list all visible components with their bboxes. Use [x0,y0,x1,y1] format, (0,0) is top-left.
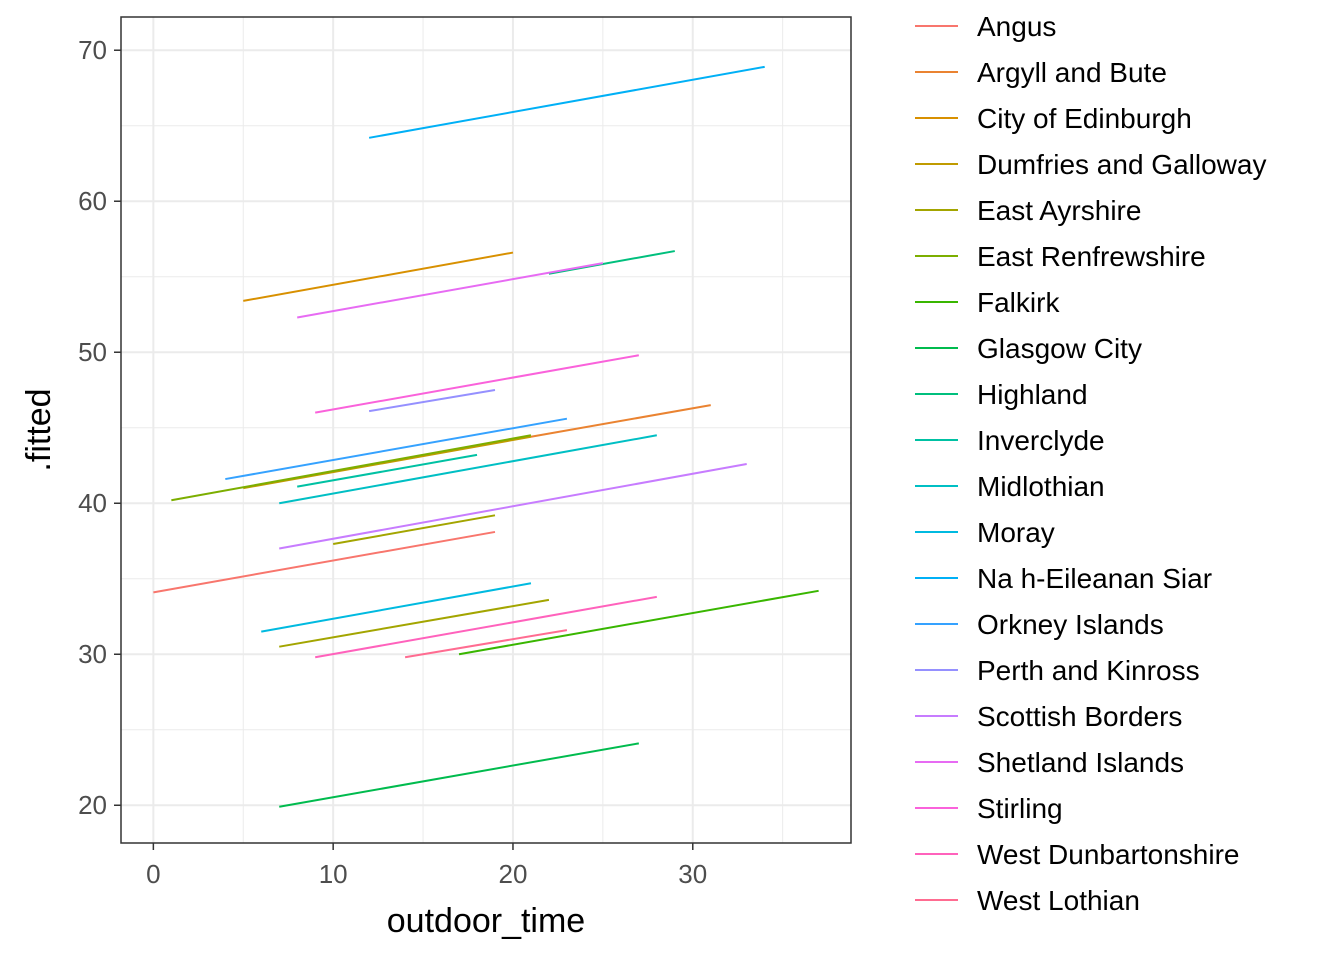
series-line-shetland-islands [297,262,604,319]
series-line-city-of-edinburgh [243,251,514,302]
y-axis: 20 30 40 50 60 70 [78,35,121,820]
legend-label-dumfries-and-galloway: Dumfries and Galloway [977,149,1266,180]
series-line-orkney-islands [225,417,568,481]
x-tick-label: 10 [319,859,348,889]
x-tick-label: 20 [499,859,528,889]
series-line-midlothian [279,434,657,505]
x-tick-label: 0 [146,859,160,889]
legend-label-perth-and-kinross: Perth and Kinross [977,655,1200,686]
legend: Angus Argyll and Bute City of Edinburgh Dum… [915,11,1266,916]
series-lines [153,65,819,808]
legend-label-midlothian: Midlothian [977,471,1105,502]
series-line-extra-segment [279,598,550,648]
y-tick-label: 40 [78,488,107,518]
series-line-scottish-borders [279,462,747,550]
legend-label-highland: Highland [977,379,1088,410]
series-line-na-h-eileanan-siar [368,65,765,139]
legend-label-angus: Angus [977,11,1056,42]
legend-label-inverclyde: Inverclyde [977,425,1105,456]
series-line-east-ayrshire [332,514,496,545]
y-tick-label: 70 [78,35,107,65]
x-tick-label: 30 [678,859,707,889]
legend-label-east-ayrshire: East Ayrshire [977,195,1141,226]
legend-label-scottish-borders: Scottish Borders [977,701,1182,732]
series-line-argyll-and-bute [530,404,711,438]
y-tick-label: 60 [78,186,107,216]
y-axis-title: .fitted [20,388,58,471]
legend-label-argyll-and-bute: Argyll and Bute [977,57,1167,88]
x-axis-title: outdoor_time [387,902,585,940]
legend-label-east-renfrewshire: East Renfrewshire [977,241,1206,272]
legend-label-west-lothian: West Lothian [977,885,1140,916]
legend-label-shetland-islands: Shetland Islands [977,747,1184,778]
y-tick-label: 30 [78,639,107,669]
legend-label-glasgow-city: Glasgow City [977,333,1142,364]
series-line-west-dunbartonshire [315,595,657,659]
grid-minor [121,17,851,843]
plot-panel-background [121,17,851,843]
grid-major [121,17,851,843]
series-line-angus [153,530,496,594]
series-line-glasgow-city [279,742,640,808]
series-line-stirling [315,354,640,414]
legend-label-stirling: Stirling [977,793,1063,824]
legend-label-na-h-eileanan-siar: Na h-Eileanan Siar [977,563,1212,594]
y-tick-label: 50 [78,337,107,367]
series-line-falkirk [458,589,819,656]
plot-panel-border [120,16,852,844]
series-line-perth-and-kinross [368,388,496,413]
legend-label-city-of-edinburgh: City of Edinburgh [977,103,1192,134]
series-line-moray [261,582,532,633]
x-axis: 0 10 20 30 [146,843,707,889]
series-line-west-lothian [404,629,568,659]
legend-label-falkirk: Falkirk [977,287,1060,318]
legend-label-moray: Moray [977,517,1055,548]
series-line-inverclyde [297,453,478,488]
series-line-east-renfrewshire [171,434,532,502]
legend-label-orkney-islands: Orkney Islands [977,609,1164,640]
legend-label-west-dunbartonshire: West Dunbartonshire [977,839,1240,870]
y-tick-label: 20 [78,790,107,820]
plot-area [120,16,852,844]
